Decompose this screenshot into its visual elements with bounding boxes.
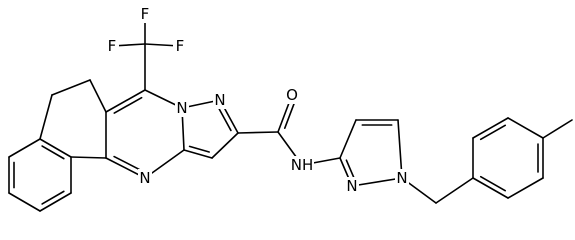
bond-inner: [283, 101, 296, 130]
atom-label: N: [139, 169, 150, 187]
atom-label: N: [176, 99, 187, 117]
bond: [339, 119, 357, 159]
bond: [472, 117, 509, 139]
bond: [211, 132, 239, 159]
label-bg: [213, 91, 227, 109]
label-bg: [285, 86, 299, 104]
bond: [8, 192, 41, 212]
label-bg: [345, 177, 359, 195]
label-bg: [138, 5, 152, 23]
bond: [39, 192, 72, 212]
bond: [472, 177, 509, 199]
molecule-diagram: F F F N N N O NH N N: [8, 5, 573, 212]
bond-inner: [113, 96, 143, 114]
label-bg: [173, 37, 187, 55]
label-bg: [175, 99, 189, 117]
bond: [39, 138, 72, 158]
bond: [183, 149, 213, 159]
atom-label: N: [214, 91, 225, 109]
label-bg: [395, 169, 409, 187]
bond: [89, 79, 107, 113]
bond: [39, 94, 53, 140]
bond: [507, 177, 544, 199]
label-bg: [138, 169, 152, 187]
atom-label: NH: [291, 156, 314, 174]
bond-inner: [188, 145, 210, 153]
bond-inner: [479, 124, 507, 141]
atom-label: N: [396, 169, 407, 187]
bond: [8, 138, 41, 158]
bond-inner: [41, 145, 65, 160]
bond-inner: [345, 159, 356, 181]
atom-label: N: [346, 177, 357, 195]
bond: [351, 177, 403, 187]
atom-label: F: [176, 37, 185, 55]
atom-label: F: [141, 5, 150, 23]
bond: [105, 89, 146, 113]
bond: [70, 156, 107, 159]
label-bg: [290, 156, 314, 174]
bond-inner: [479, 175, 507, 192]
bond-inner: [41, 190, 65, 205]
page: {"atoms": [{"label": "F"}, {"label": "F"…: [8, 5, 573, 212]
bond: [237, 131, 279, 134]
bond: [435, 177, 474, 204]
label-bg: [105, 37, 119, 55]
bond: [397, 119, 403, 179]
atom-label: F: [108, 37, 117, 55]
bond-inner: [217, 106, 232, 132]
atom-label: O: [286, 86, 298, 104]
bond-inner: [113, 155, 143, 172]
bond: [542, 119, 573, 139]
bond: [507, 117, 544, 139]
bond: [51, 79, 91, 96]
